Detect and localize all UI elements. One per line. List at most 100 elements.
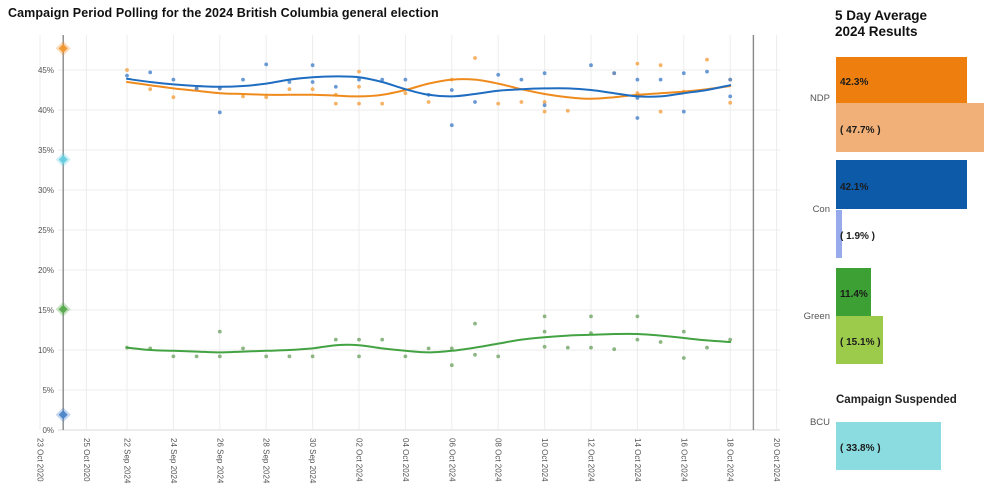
con-poll-point bbox=[194, 86, 199, 91]
panel-title-line1: 5 Day Average bbox=[835, 8, 928, 23]
green-result-value: ( 15.1% ) bbox=[840, 337, 881, 348]
ndp-average-value: 42.3% bbox=[840, 77, 869, 88]
x-tick-label: 04 Oct 2024 bbox=[401, 438, 410, 482]
con-poll-point bbox=[310, 63, 315, 68]
ndp-poll-point bbox=[310, 87, 315, 92]
green-poll-point bbox=[241, 346, 245, 351]
ndp-poll-point bbox=[473, 56, 477, 60]
ndp-poll-point bbox=[241, 94, 245, 99]
ndp-poll-point bbox=[635, 61, 640, 66]
green-poll-point bbox=[449, 363, 454, 368]
x-tick-label: 23 Oct 2020 bbox=[36, 438, 45, 482]
green-poll-point bbox=[426, 346, 431, 351]
green-poll-point bbox=[357, 337, 361, 342]
con-poll-point bbox=[542, 103, 547, 108]
con-average-value: 42.1% bbox=[840, 181, 869, 193]
y-tick-label: 40% bbox=[38, 106, 54, 115]
con-result-bar: ( 1.9% ) bbox=[836, 210, 875, 258]
ndp-poll-point bbox=[565, 108, 570, 113]
ndp-poll-point bbox=[357, 101, 361, 106]
party-label-green: Green bbox=[803, 311, 830, 322]
green-poll-point bbox=[635, 314, 640, 319]
panel-title: 5 Day Average 2024 Results bbox=[835, 8, 927, 39]
results-panel: 5 Day Average 2024 Results NDP 42.3% ( 47.… bbox=[795, 0, 1000, 500]
con-trend-line bbox=[126, 75, 732, 98]
ndp-poll-point bbox=[426, 100, 431, 104]
con-poll-point bbox=[705, 69, 709, 74]
x-tick-label: 14 Oct 2024 bbox=[633, 438, 642, 482]
x-tick-label: 20 Oct 2024 bbox=[772, 438, 781, 482]
ndp-poll-point bbox=[658, 63, 663, 68]
ndp-poll-point bbox=[728, 100, 733, 105]
y-tick-label: 45% bbox=[38, 66, 54, 75]
x-tick-label: 24 Sep 2024 bbox=[169, 438, 178, 484]
ndp-result-bar: ( 47.7% ) bbox=[836, 103, 984, 152]
con-poll-point bbox=[473, 100, 477, 104]
x-tick-label: 26 Sep 2024 bbox=[215, 438, 224, 484]
con-poll-point bbox=[728, 77, 733, 82]
y-tick-label: 5% bbox=[42, 386, 54, 395]
con-poll-point bbox=[635, 116, 640, 120]
con-poll-point bbox=[403, 77, 408, 82]
green-poll-point bbox=[612, 347, 617, 352]
green-poll-point bbox=[264, 354, 269, 359]
con-poll-point bbox=[449, 123, 454, 128]
party-label-ndp: NDP bbox=[809, 93, 830, 104]
green-poll-point bbox=[194, 354, 199, 359]
ndp-poll-point bbox=[542, 109, 547, 114]
x-tick-label: 30 Sep 2024 bbox=[308, 438, 317, 484]
con-poll-point bbox=[310, 80, 315, 84]
con-poll-point bbox=[241, 77, 245, 82]
green-average-value: 11.4% bbox=[840, 289, 868, 300]
green-poll-point bbox=[589, 314, 593, 319]
polling-plot: 0% 5% 10% 15% 20% 25% 30% 35% 40% 45% 23 Oct 2020 2… bbox=[36, 35, 781, 484]
green-poll-point bbox=[357, 354, 361, 359]
green-poll-point bbox=[565, 345, 570, 350]
ndp-average-bar: 42.3% bbox=[836, 57, 968, 103]
con-poll-point bbox=[287, 80, 292, 84]
x-tick-label: 02 Oct 2024 bbox=[355, 438, 364, 482]
ndp-poll-point bbox=[287, 87, 292, 92]
y-tick-label: 25% bbox=[38, 226, 54, 235]
green-poll-point bbox=[542, 314, 547, 319]
green-poll-point bbox=[542, 329, 547, 334]
y-tick-label: 0% bbox=[42, 426, 54, 435]
y-tick-label: 15% bbox=[38, 306, 54, 315]
x-tick-label: 25 Oct 2020 bbox=[82, 438, 91, 482]
x-tick-label: 28 Sep 2024 bbox=[262, 438, 271, 484]
con-poll-point bbox=[171, 77, 176, 82]
con-poll-point bbox=[681, 109, 686, 114]
green-poll-point bbox=[473, 352, 477, 357]
green-poll-point bbox=[705, 345, 709, 350]
green-poll-point bbox=[171, 354, 176, 359]
green-poll-point bbox=[310, 354, 315, 359]
x-tick-label: 08 Oct 2024 bbox=[494, 438, 503, 482]
con-poll-point bbox=[612, 71, 617, 76]
x-tick-label: 22 Sep 2024 bbox=[123, 438, 132, 484]
ndp-poll-point bbox=[264, 95, 269, 100]
ndp-poll-point bbox=[171, 95, 176, 100]
con-poll-point bbox=[333, 84, 338, 89]
green-poll-point bbox=[217, 329, 222, 334]
con-poll-point bbox=[449, 88, 454, 92]
ndp-2020-result-diamond bbox=[58, 43, 68, 53]
ndp-poll-point bbox=[496, 101, 501, 106]
bcu-2020-result-diamond bbox=[58, 155, 68, 165]
y-tick-label: 20% bbox=[38, 266, 54, 275]
ndp-poll-point bbox=[519, 100, 524, 104]
con-poll-point bbox=[496, 72, 501, 77]
y-tick-label: 30% bbox=[38, 186, 54, 195]
green-poll-point bbox=[496, 354, 501, 359]
green-poll-point bbox=[287, 354, 292, 359]
con-poll-point bbox=[217, 110, 222, 115]
green-poll-point bbox=[681, 329, 686, 334]
green-poll-point bbox=[380, 337, 385, 342]
green-average-bar: 11.4% bbox=[836, 268, 872, 316]
green-poll-point bbox=[589, 345, 593, 350]
ndp-poll-point bbox=[542, 100, 547, 104]
y-tick-label: 35% bbox=[38, 146, 54, 155]
con-poll-point bbox=[380, 77, 385, 82]
x-tick-label: 18 Oct 2024 bbox=[726, 438, 735, 482]
ndp-result-value: ( 47.7% ) bbox=[840, 124, 881, 136]
bcu-result-value: ( 33.8% ) bbox=[840, 443, 881, 454]
